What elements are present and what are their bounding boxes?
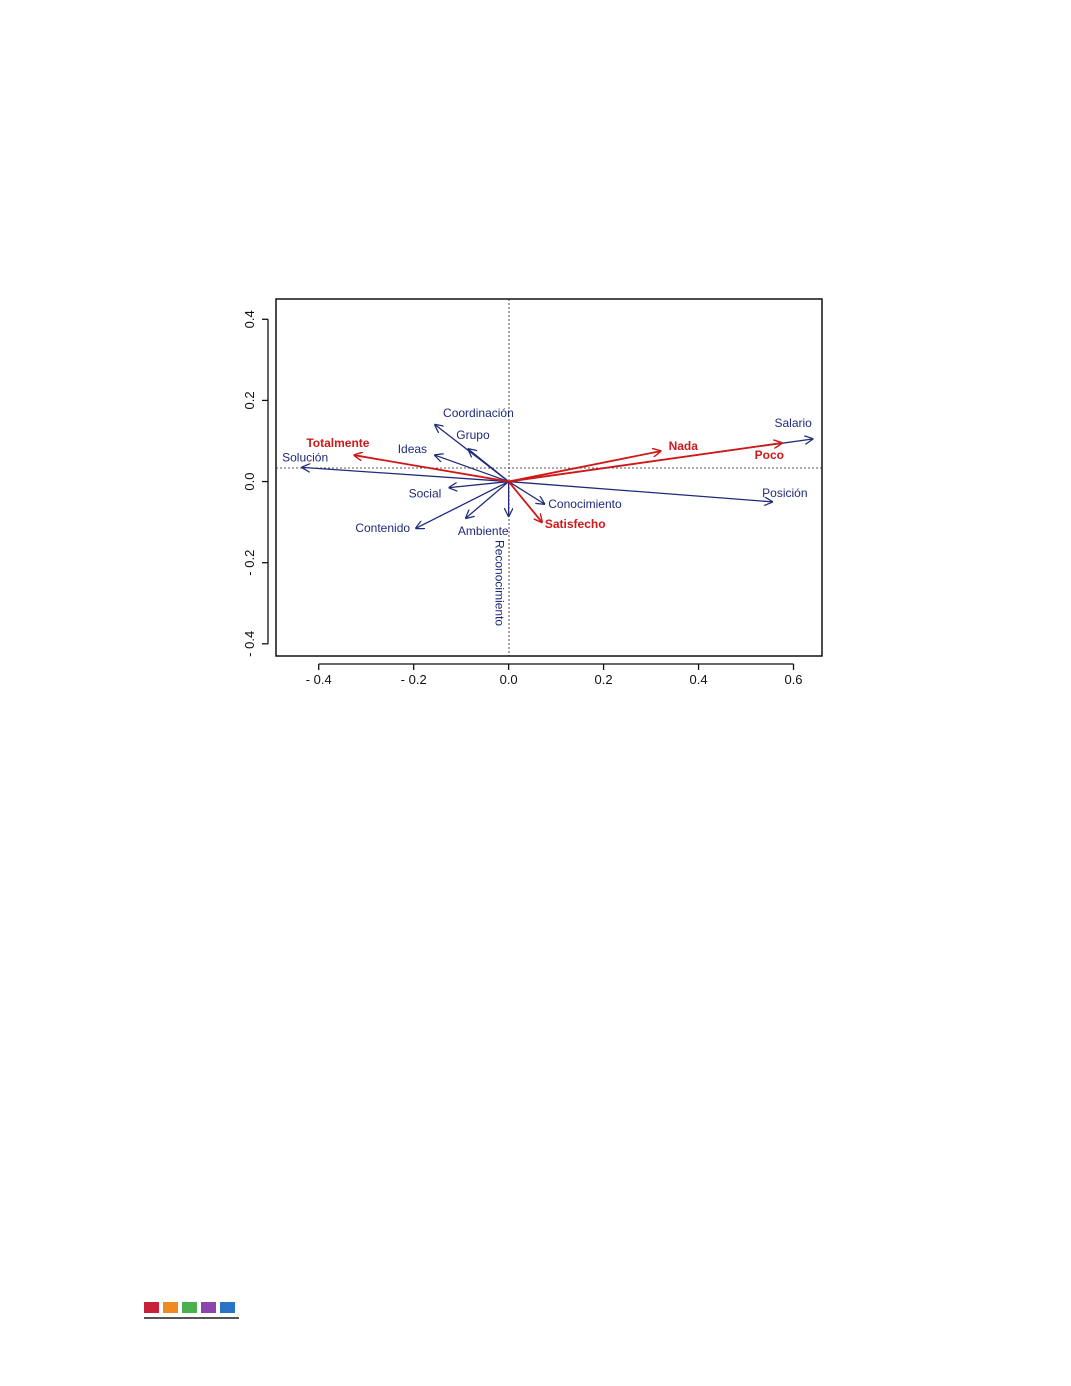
footer-rule (144, 1317, 239, 1319)
x-tick-label: - 0.4 (306, 672, 332, 687)
x-axis: - 0.4 - 0.2 0.0 0.2 0.4 0.6 (306, 663, 803, 687)
plot-frame (275, 298, 823, 657)
arrow-ambiente (466, 481, 510, 519)
biplot-chart: - 0.4 - 0.2 0.0 0.2 0.4 0.6 - 0.4 - 0.2 0.0 0.2 0… (242, 298, 823, 687)
y-tick-label: 0.2 (242, 391, 257, 409)
label-nada: Nada (669, 439, 699, 453)
x-tick-label: 0.4 (690, 672, 708, 687)
y-axis: - 0.4 - 0.2 0.0 0.2 0.4 (242, 310, 269, 657)
label-poco: Poco (755, 448, 784, 462)
footer-color-square (201, 1302, 216, 1313)
footer-color-square (163, 1302, 178, 1313)
y-tick-label: 0.0 (242, 473, 257, 491)
arrow-conocimiento (508, 481, 545, 504)
footer-color-square (182, 1302, 197, 1313)
label-contenido: Contenido (355, 521, 410, 535)
label-social: Social (409, 487, 442, 501)
label-satisfecho: Satisfecho (545, 517, 606, 531)
arrow-nada (508, 451, 661, 483)
arrow-totalmente (354, 455, 509, 483)
vector-arrows (302, 425, 812, 528)
x-tick-label: 0.0 (500, 672, 518, 687)
vector-labels: Coordinación Grupo Ideas Solución Social Cont… (282, 406, 812, 627)
arrow-ideas (435, 455, 509, 483)
x-tick-label: 0.2 (595, 672, 613, 687)
arrow-satisfecho (507, 480, 542, 523)
arrow-contenido (416, 480, 509, 529)
label-reconocimiento: Reconocimiento (493, 540, 507, 626)
label-ideas: Ideas (398, 442, 427, 456)
x-tick-label: - 0.2 (401, 672, 427, 687)
arrow-social (449, 480, 509, 488)
y-tick-label: - 0.4 (242, 631, 257, 657)
label-totalmente: Totalmente (306, 436, 369, 450)
arrow-poco (508, 443, 782, 483)
arrow-grupo (468, 449, 510, 483)
label-salario: Salario (775, 416, 813, 430)
arrow-posicion (508, 480, 773, 502)
y-tick-label: - 0.2 (242, 550, 257, 576)
footer-color-square (220, 1302, 235, 1313)
label-solucion: Solución (282, 450, 328, 464)
label-coordinacion: Coordinación (443, 406, 514, 420)
label-conocimiento: Conocimiento (548, 497, 622, 511)
arrow-solucion (302, 467, 509, 483)
label-grupo: Grupo (456, 428, 490, 442)
footer-color-square (144, 1302, 159, 1313)
y-tick-label: 0.4 (242, 310, 257, 328)
footer-color-bar (144, 1302, 235, 1313)
label-posicion: Posición (762, 486, 807, 500)
label-ambiente: Ambiente (458, 524, 509, 538)
x-tick-label: 0.6 (784, 672, 802, 687)
